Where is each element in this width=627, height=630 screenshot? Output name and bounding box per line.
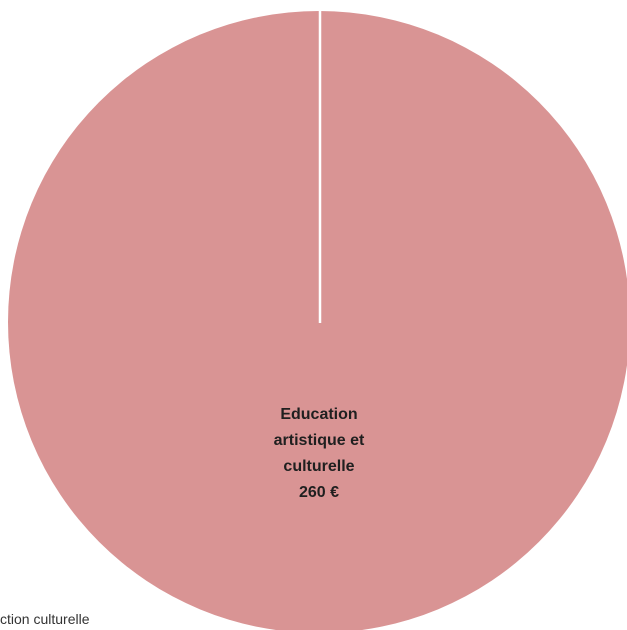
slice-label-line: Education (280, 406, 357, 423)
slice-label: Education artistique et culturelle 260 € (274, 406, 365, 501)
legend-entry-partial: ction culturelle (0, 611, 90, 627)
slice-label-line: 260 € (299, 484, 339, 501)
slice-label-line: culturelle (283, 458, 354, 475)
pie-slices (8, 11, 627, 630)
slice-label-line: artistique et (274, 432, 365, 449)
pie-slice (8, 11, 627, 630)
